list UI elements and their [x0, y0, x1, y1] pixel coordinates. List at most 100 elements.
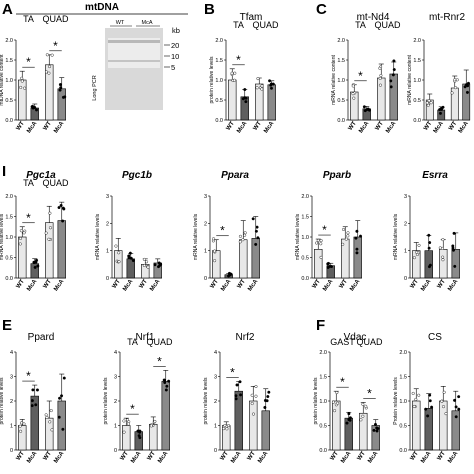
- data-point-A: [58, 88, 62, 92]
- data-point-D4: [319, 242, 323, 246]
- sig-star-D1: *: [26, 211, 31, 225]
- category-label-C2: McA: [458, 120, 471, 134]
- data-point-D2: [128, 251, 132, 255]
- chart-A: A 0.0 0.5 1.0 1.5 2.0 mtDNA relative content WT…: [0, 1, 69, 135]
- category-label-C1: McA: [358, 120, 371, 134]
- data-point-F1: [331, 400, 335, 404]
- category-label-C2: WT: [448, 120, 458, 131]
- category-label-F1: WT: [357, 450, 367, 461]
- data-point-E1: [60, 394, 64, 398]
- y-tick-label-C2: 0.5: [413, 98, 421, 104]
- data-point-F1: [373, 422, 377, 426]
- y-tick-label-C1: 0.5: [337, 98, 345, 104]
- y-tick-label-C2: 0.0: [413, 118, 421, 124]
- data-point-D5: [438, 246, 442, 250]
- y-tick-label-E2: 0: [114, 448, 117, 454]
- data-point-F2: [430, 405, 434, 409]
- data-point-D4: [346, 231, 350, 235]
- sig-star-E1: *: [26, 369, 31, 383]
- data-point-E1: [62, 376, 66, 380]
- y-axis-label-D1: mRNA relative levels: [0, 213, 5, 260]
- data-point-B: [230, 71, 234, 75]
- y-tick-label-F1: 0.5: [319, 424, 327, 430]
- data-point-E1: [61, 427, 65, 431]
- group-label-D1: TA: [23, 178, 34, 188]
- data-point-D5: [412, 256, 416, 260]
- category-label-F2: McA: [420, 450, 433, 464]
- sig-star-A: *: [53, 39, 58, 53]
- y-axis-label-D4: mRNA relative levels: [295, 213, 301, 260]
- y-tick-label-D1: 0.5: [5, 256, 13, 262]
- category-label-C1: WT: [348, 120, 358, 131]
- y-tick-label-D3: 0: [204, 276, 207, 282]
- data-point-D1: [18, 236, 22, 240]
- y-tick-label-D5: 0: [404, 276, 407, 282]
- category-label-F2: WT: [437, 450, 447, 461]
- data-point-E1: [20, 421, 24, 425]
- y-axis-label-F2: Protein relative levels: [393, 377, 399, 425]
- data-point-E2: [149, 424, 153, 428]
- category-label-D5: WT: [410, 278, 420, 289]
- data-point-F1: [348, 416, 352, 420]
- data-point-F2: [442, 405, 446, 409]
- y-tick-label-D1: 0.0: [5, 276, 13, 282]
- data-point-B: [233, 71, 237, 75]
- panel-label-D1: I: [2, 163, 6, 180]
- gel-unit: kb: [172, 26, 180, 35]
- y-tick-label-D2: 0: [106, 276, 109, 282]
- bar-D3: [239, 239, 248, 279]
- chart-F2: CS 0.0 0.5 1.0 1.5 2.0 Protein relative levels…: [393, 332, 461, 465]
- data-point-E1: [57, 415, 61, 419]
- y-axis-label-E3: protein relative levels: [203, 377, 209, 424]
- y-tick-label-F1: 2.0: [319, 350, 327, 356]
- y-tick-label-B: 1.5: [215, 58, 223, 64]
- category-label-B: WT: [253, 120, 263, 131]
- bar-E3: [249, 400, 258, 451]
- data-point-D1: [36, 264, 40, 268]
- data-point-E2: [138, 436, 142, 440]
- chart-title-E2: Nrf1: [136, 332, 155, 343]
- group-label-A: QUAD: [42, 14, 69, 24]
- bar-F2: [424, 408, 433, 451]
- data-point-E1: [48, 420, 52, 424]
- y-tick-label-C2: 2.0: [413, 38, 421, 44]
- data-point-D5: [441, 258, 445, 262]
- data-point-D4: [344, 237, 348, 241]
- category-label-A: McA: [26, 120, 39, 134]
- data-point-B: [255, 86, 259, 90]
- sig-star-E2: *: [157, 354, 162, 368]
- data-point-F1: [375, 426, 379, 430]
- data-point-E3: [250, 393, 254, 397]
- data-point-D4: [355, 251, 359, 255]
- bar-E1: [18, 425, 27, 451]
- data-point-D2: [131, 259, 135, 263]
- data-point-F1: [335, 391, 339, 395]
- data-point-D5: [427, 246, 431, 250]
- sig-star-F1: *: [340, 375, 345, 389]
- sig-star-D3: *: [220, 224, 225, 238]
- chart-title-D5: Esrra: [422, 170, 448, 181]
- data-point-D2: [142, 257, 146, 261]
- y-tick-label-B: 1.0: [215, 78, 223, 84]
- data-point-E3: [234, 394, 238, 398]
- data-point-F1: [372, 428, 376, 432]
- gel-band-top: [108, 40, 160, 43]
- y-tick-label-A: 0.5: [5, 98, 13, 104]
- y-tick-label-A: 1.0: [5, 78, 13, 84]
- data-point-C1: [352, 96, 356, 100]
- data-point-F2: [444, 412, 448, 416]
- y-axis-label-A: mtDNA relative content: [0, 54, 5, 106]
- data-point-C1: [351, 92, 355, 96]
- category-label-D3: McA: [247, 278, 260, 292]
- bar-E2: [149, 423, 158, 451]
- bar-D1: [57, 220, 66, 279]
- data-point-F2: [411, 391, 415, 395]
- bar-E1: [57, 400, 66, 451]
- bar-D3: [212, 250, 221, 279]
- category-label-D2: McA: [122, 278, 135, 292]
- data-point-C2: [450, 91, 454, 95]
- bar-D4: [314, 249, 323, 279]
- data-point-D1: [59, 203, 63, 207]
- y-axis-label-E1: protein relative levels: [0, 377, 5, 424]
- data-point-C1: [389, 79, 393, 83]
